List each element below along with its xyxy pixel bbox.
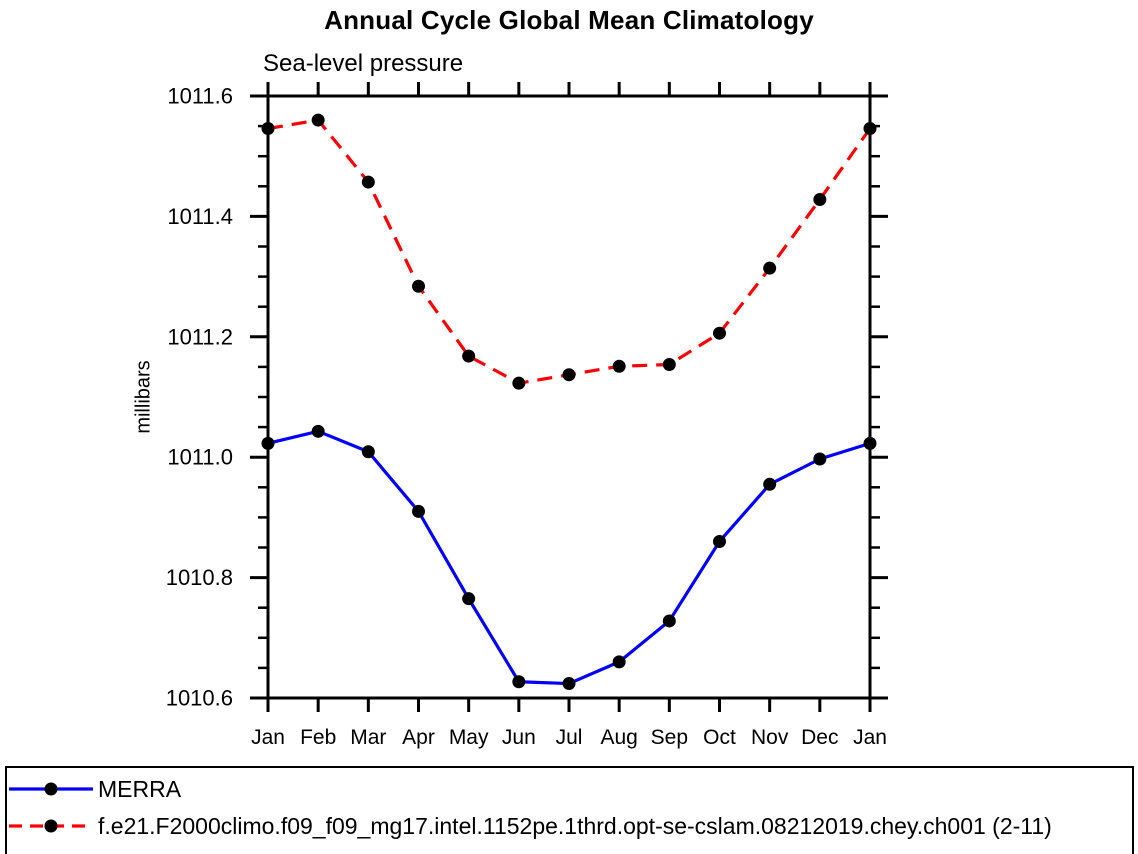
data-point-marker [562,677,576,691]
x-tick-label: Apr [402,726,435,749]
data-point-marker [562,368,576,382]
y-tick-label: 1011.6 [167,84,233,109]
series-line-0 [267,429,871,686]
y-tick-label: 1011.2 [167,324,233,349]
data-point-marker [713,534,726,548]
legend-item-merra: MERRA [7,776,1132,802]
x-tick-label: Jul [556,726,583,749]
plot-canvas: 1010.6 1010.8 1011.0 1011.2 1011.4 1011.6 Jan F… [166,82,888,750]
x-tick-label: Nov [751,726,789,749]
data-point-marker [713,326,726,340]
data-point-marker [412,279,425,293]
legend-line-sample-model [9,819,93,833]
data-point-marker [361,445,375,459]
x-tick-label: Jan [251,726,285,749]
legend-box: MERRA f.e21.F2000climo.f09_f09_mg17.inte… [5,766,1134,854]
legend-sample-marker [44,782,58,796]
axis-tick-labels: 1010.6 1010.8 1011.0 1011.2 1011.4 1011.6 Jan F… [166,84,887,750]
data-point-marker [863,122,877,136]
data-point-marker [462,592,476,606]
data-point-marker [261,122,275,136]
x-tick-label: Sep [651,726,688,749]
x-tick-label: Dec [801,726,838,749]
data-point-marker [512,376,526,390]
data-point-marker [863,436,877,450]
chart-title: Annual Cycle Global Mean Climatology [324,5,814,35]
data-point-marker [311,113,325,127]
data-point-marker [813,193,827,207]
legend-label-model: f.e21.F2000climo.f09_f09_mg17.intel.1152… [98,813,1052,839]
data-point-marker [412,504,425,518]
legend-item-model: f.e21.F2000climo.f09_f09_mg17.intel.1152… [7,813,1132,839]
data-point-marker [361,175,375,189]
y-tick-label: 1010.6 [166,686,233,711]
data-point-marker [261,436,275,450]
data-point-marker [612,359,626,373]
x-tick-label: Feb [300,726,336,749]
legend-label-merra: MERRA [98,776,182,802]
x-tick-label: Mar [350,726,386,749]
x-tick-label: Aug [600,726,637,749]
chart-subtitle: Sea-level pressure [263,50,464,77]
data-point-marker [612,655,626,669]
data-point-marker [763,477,777,491]
legend-line-sample-merra [9,782,93,796]
y-tick-label: 1011.0 [167,445,233,470]
y-tick-label: 1010.8 [166,565,233,590]
data-point-marker [512,675,526,689]
series-line-1 [267,118,872,385]
x-tick-label: Oct [703,726,736,749]
x-tick-label: Jan [853,726,887,749]
data-point-marker [311,424,325,438]
plot-border [266,94,872,700]
legend-sample-marker [44,819,58,833]
data-point-marker [662,357,676,371]
x-tick-label: Jun [502,726,536,749]
series-markers-1 [261,113,877,390]
data-point-marker [813,452,827,466]
data-point-marker [662,614,676,628]
data-point-marker [763,261,777,275]
y-tick-label: 1011.4 [167,204,233,229]
series-markers-0 [261,424,877,691]
data-point-marker [462,349,476,363]
x-tick-label: May [449,726,489,749]
axis-ticks [250,82,888,712]
